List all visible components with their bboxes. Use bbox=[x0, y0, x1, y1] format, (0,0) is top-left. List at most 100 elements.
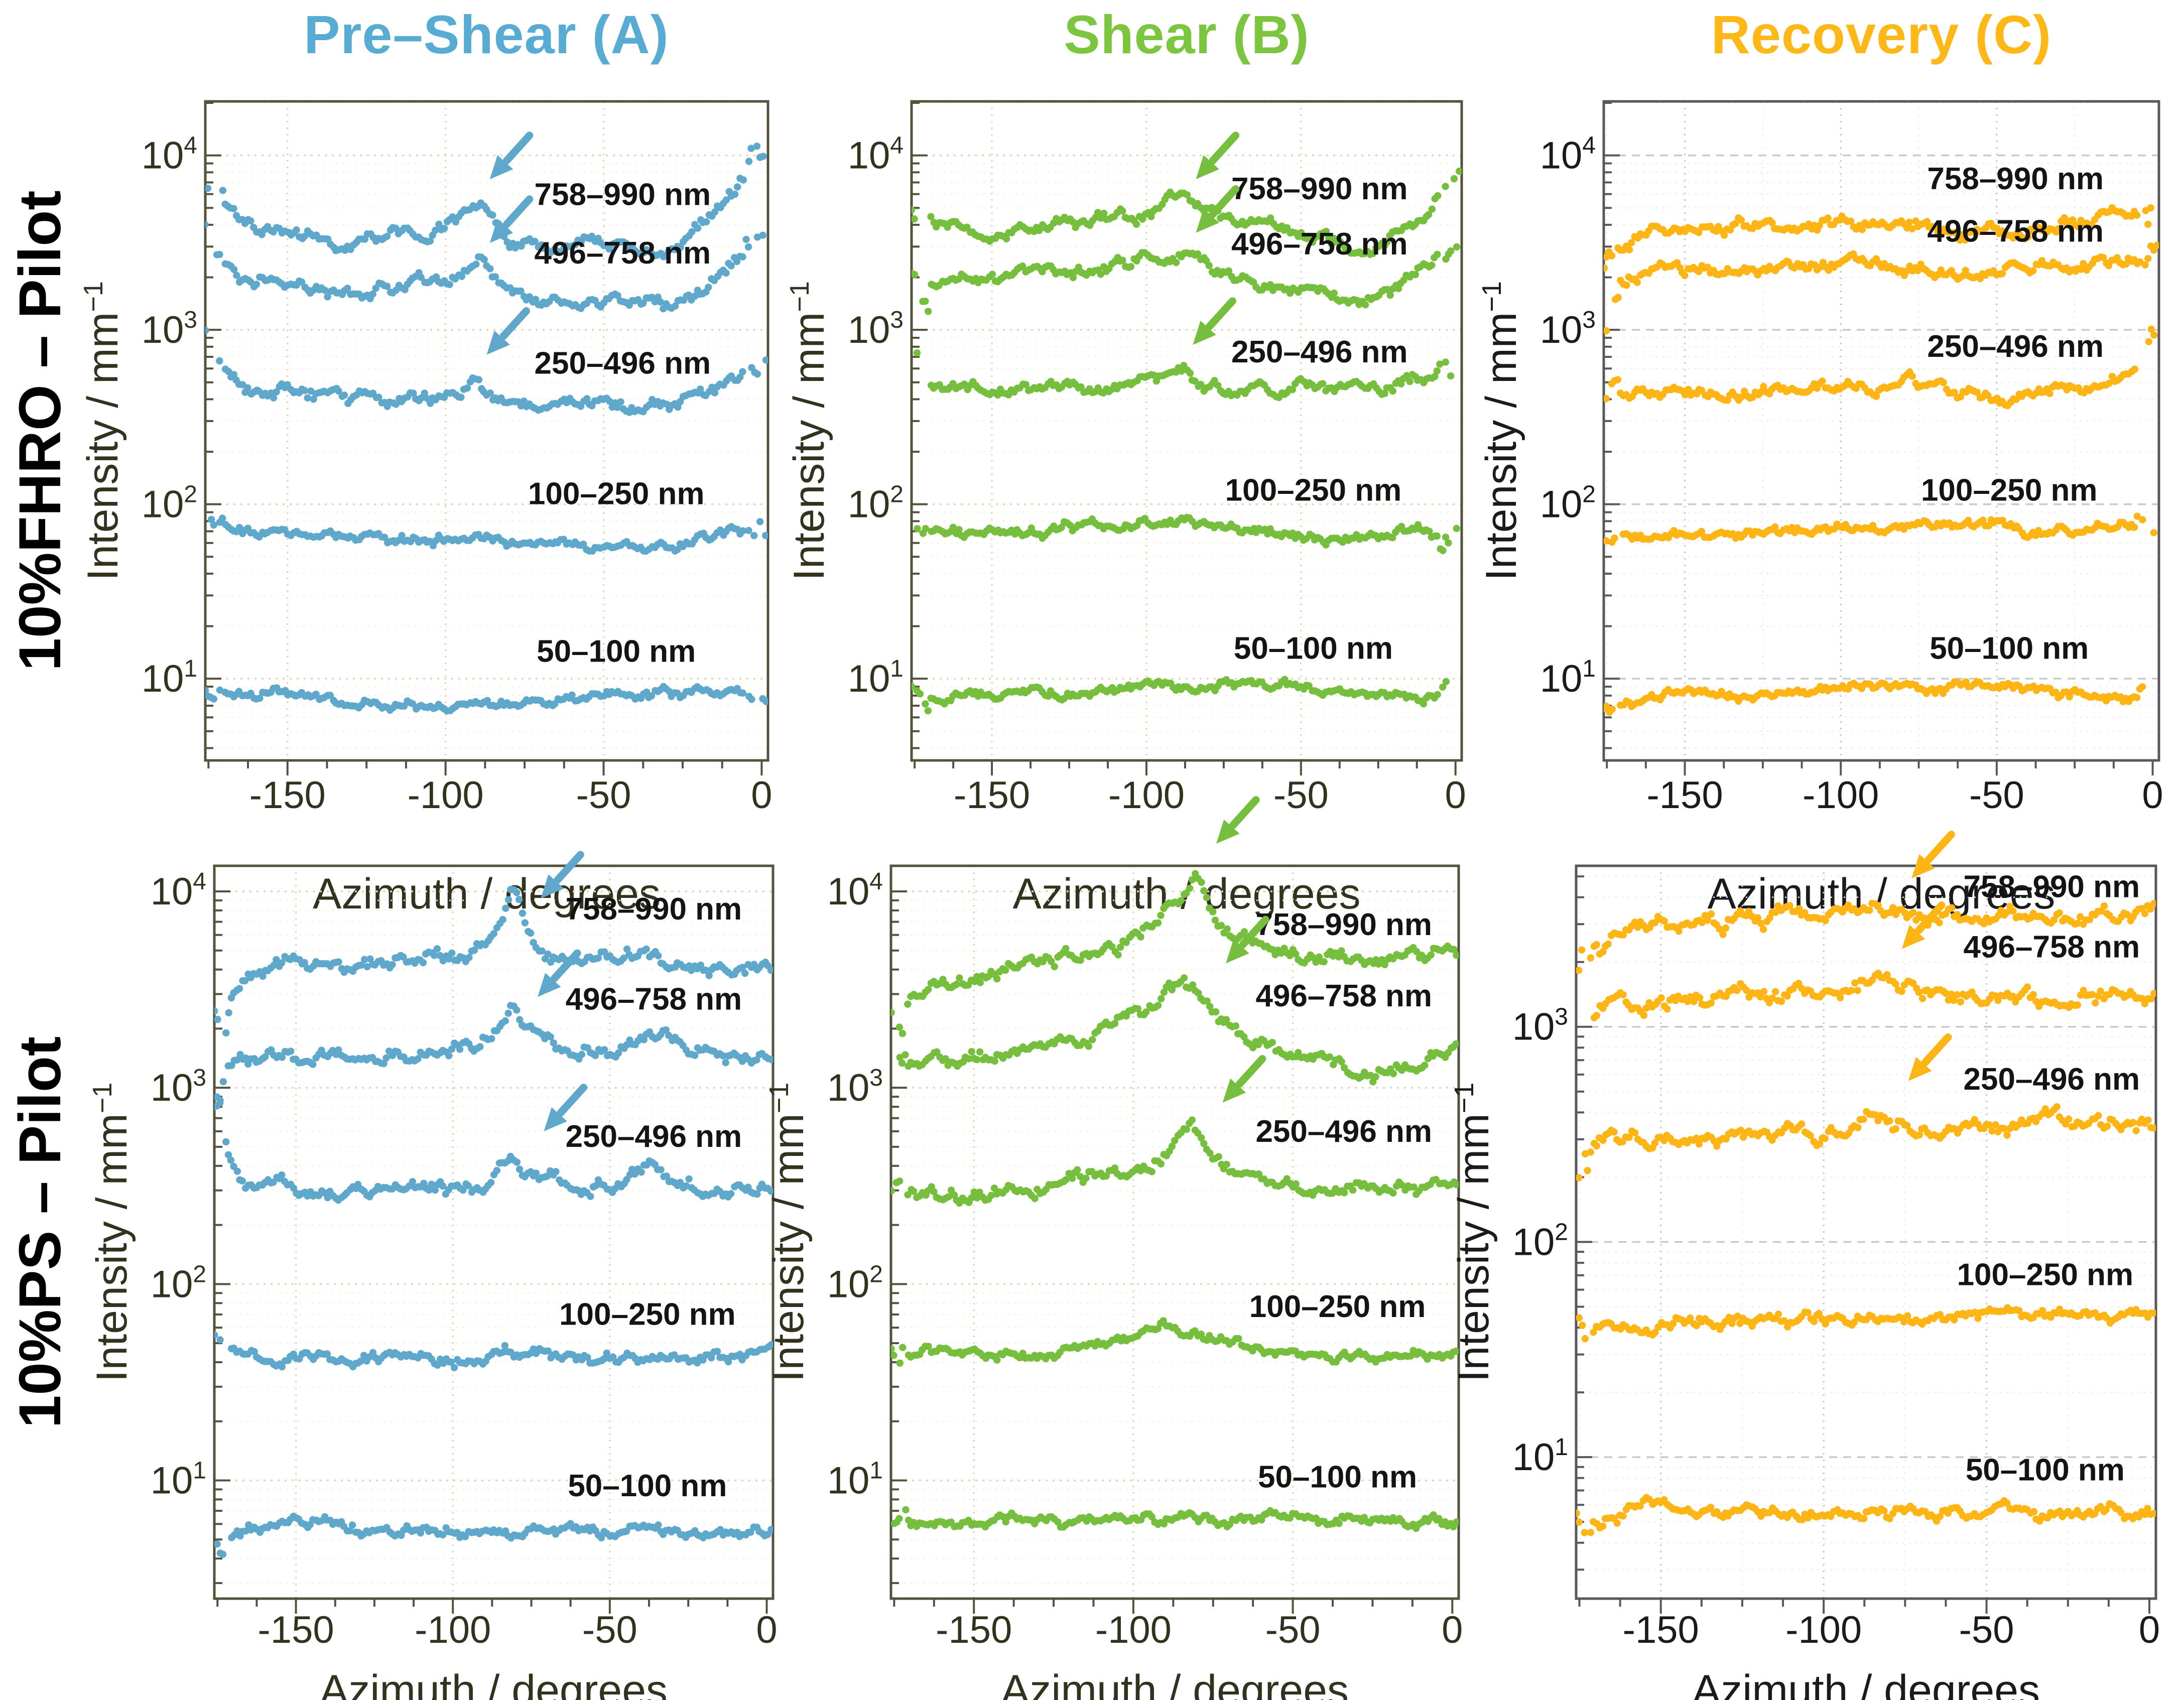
series-label: 50–100 nm bbox=[1930, 631, 2089, 666]
x-axis-title: Azimuth / degrees bbox=[1692, 1666, 2040, 1700]
peak-arrow-icon bbox=[538, 949, 581, 997]
plot-frame bbox=[1575, 864, 2157, 1600]
peak-arrow-icon bbox=[1193, 297, 1236, 345]
series-label: 100–250 nm bbox=[1957, 1257, 2134, 1292]
scatter-series bbox=[207, 514, 768, 555]
svg-text:104: 104 bbox=[848, 133, 904, 177]
series-label: 250–496 nm bbox=[566, 1119, 742, 1154]
series-label: 250–496 nm bbox=[1927, 329, 2104, 364]
svg-text:102: 102 bbox=[142, 481, 197, 526]
scatter-series bbox=[891, 1317, 1459, 1367]
x-axis-title: Azimuth / degrees bbox=[313, 870, 661, 918]
scatter-series bbox=[205, 683, 768, 715]
scatter-series bbox=[214, 1331, 773, 1371]
scatter-points bbox=[891, 870, 1459, 1532]
series-label: 250–496 nm bbox=[1964, 1062, 2140, 1097]
gridlines bbox=[891, 866, 1459, 1599]
scatter-series bbox=[1604, 241, 2159, 335]
series-label: 758–990 nm bbox=[534, 177, 711, 212]
scatter-points bbox=[1604, 204, 2159, 716]
axis-ticks bbox=[912, 101, 1457, 775]
series-label: 100–250 nm bbox=[1249, 1289, 1426, 1324]
svg-text:-150: -150 bbox=[1646, 774, 1723, 817]
scatter-series bbox=[1590, 969, 2156, 1021]
svg-text:101: 101 bbox=[848, 656, 904, 700]
scatter-series bbox=[214, 1002, 773, 1111]
gridlines bbox=[1576, 866, 2156, 1599]
peak-arrow-icon bbox=[541, 851, 584, 899]
svg-text:0: 0 bbox=[2142, 774, 2163, 817]
peak-arrow-icon bbox=[1222, 1055, 1266, 1103]
series-label: 496–758 nm bbox=[1964, 930, 2140, 965]
gridlines bbox=[912, 101, 1462, 760]
svg-text:103: 103 bbox=[142, 307, 197, 351]
scatter-series bbox=[912, 167, 1462, 258]
plot-frame bbox=[213, 864, 775, 1600]
scatter-points bbox=[214, 886, 773, 1558]
plot-frame bbox=[1602, 100, 2160, 762]
series-label: 758–990 nm bbox=[1964, 870, 2140, 904]
peak-arrow-icon bbox=[1226, 916, 1269, 964]
svg-text:103: 103 bbox=[1540, 307, 1596, 351]
series-label: 758–990 nm bbox=[566, 892, 742, 927]
svg-text:-100: -100 bbox=[1108, 774, 1185, 817]
svg-text:0: 0 bbox=[751, 774, 772, 817]
column-title-shear-b: Shear (B) bbox=[1064, 4, 1310, 65]
axis-ticks bbox=[891, 890, 1454, 1614]
svg-text:102: 102 bbox=[848, 481, 904, 526]
plot-frame bbox=[889, 864, 1460, 1600]
scatter-series bbox=[1604, 325, 2158, 410]
scatter-series bbox=[891, 870, 1459, 1037]
svg-text:103: 103 bbox=[848, 307, 904, 351]
y-axis-title: Intensity / mm−1 bbox=[1449, 1083, 1498, 1382]
svg-text:-150: -150 bbox=[249, 774, 326, 817]
scatter-series bbox=[912, 243, 1461, 315]
x-axis-title: Azimuth / degrees bbox=[1001, 1666, 1349, 1700]
scatter-series bbox=[896, 974, 1459, 1086]
y-axis-title: Intensity / mm−1 bbox=[1477, 281, 1525, 581]
series-label: 758–990 nm bbox=[1255, 907, 1432, 942]
plot-frame bbox=[910, 100, 1463, 762]
scatter-series bbox=[1604, 678, 2146, 716]
series-label: 100–250 nm bbox=[1225, 473, 1402, 507]
scatter-series bbox=[214, 1093, 773, 1204]
scatter-series bbox=[913, 349, 1455, 402]
axis-ticks bbox=[214, 890, 768, 1614]
scatter-points bbox=[1576, 899, 2156, 1536]
scatter-series bbox=[914, 513, 1460, 555]
scatter-series bbox=[205, 220, 766, 313]
column-title-pre-shear-a: Pre–Shear (A) bbox=[304, 4, 669, 65]
series-label: 100–250 nm bbox=[528, 477, 705, 511]
scatter-points bbox=[205, 143, 768, 715]
peak-arrow-icon bbox=[1216, 796, 1260, 844]
column-title-recovery-c: Recovery (C) bbox=[1711, 4, 2052, 65]
series-label: 496–758 nm bbox=[1231, 227, 1408, 261]
y-axis-title: Intensity / mm−1 bbox=[87, 1083, 136, 1382]
y-axis-title: Intensity / mm−1 bbox=[78, 281, 127, 581]
svg-text:101: 101 bbox=[1540, 656, 1596, 700]
scatter-series bbox=[891, 1116, 1459, 1207]
svg-text:-100: -100 bbox=[1803, 774, 1879, 817]
peak-arrow-icon bbox=[1901, 901, 1946, 949]
scatter-series bbox=[891, 1506, 1459, 1532]
svg-text:102: 102 bbox=[1540, 481, 1596, 526]
series-label: 758–990 nm bbox=[1927, 162, 2104, 196]
scatter-series bbox=[214, 1512, 773, 1558]
series-label: 100–250 nm bbox=[1921, 473, 2098, 507]
svg-text:-50: -50 bbox=[1969, 774, 2024, 817]
scatter-series bbox=[1576, 1304, 2156, 1343]
series-label: 50–100 nm bbox=[537, 634, 696, 669]
gridlines bbox=[214, 866, 773, 1599]
svg-text:-50: -50 bbox=[576, 774, 631, 817]
plot-frame bbox=[204, 100, 769, 762]
peak-arrow-icon bbox=[544, 1084, 588, 1131]
